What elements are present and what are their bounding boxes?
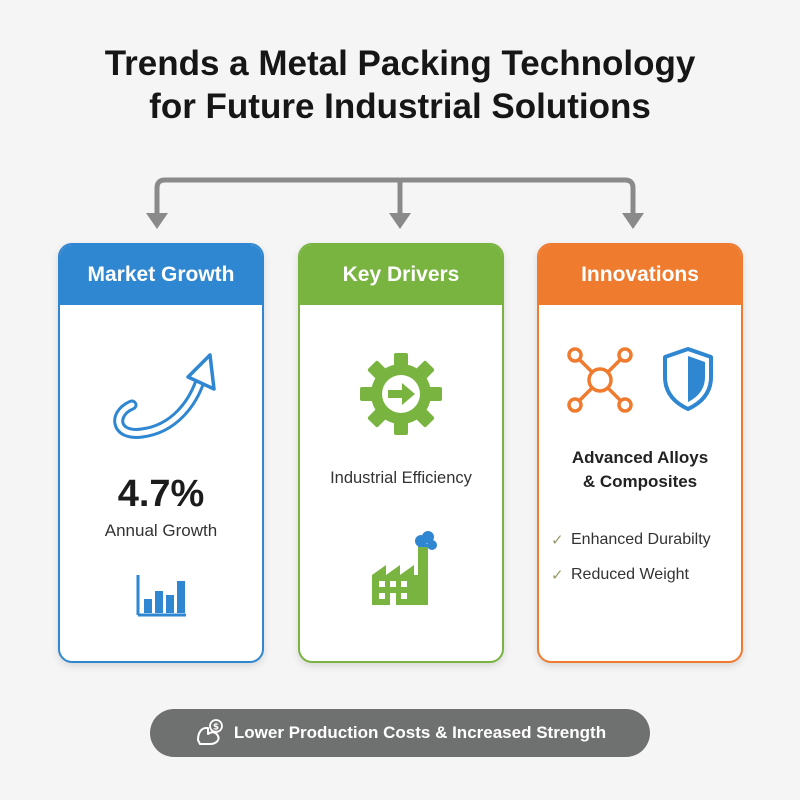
driver-label: Industrial Efficiency bbox=[330, 469, 472, 487]
curved-up-arrow-icon bbox=[113, 353, 216, 439]
card-header-key-drivers: Key Drivers bbox=[300, 245, 502, 305]
shield-icon bbox=[663, 347, 713, 411]
list-item: ✓ Reduced Weight bbox=[551, 566, 689, 584]
page-title: Trends a Metal Packing Technology for Fu… bbox=[0, 42, 800, 128]
card-header-market-growth: Market Growth bbox=[60, 245, 262, 305]
card-market-growth: Market Growth 4.7% Annual Growth bbox=[58, 243, 264, 663]
arrow-down-icon bbox=[622, 213, 644, 229]
list-item-label: Enhanced Durabilty bbox=[571, 531, 711, 548]
growth-stat-label: Annual Growth bbox=[104, 521, 218, 540]
checkmark-icon: ✓ bbox=[551, 532, 564, 549]
gear-arrow-icon bbox=[360, 353, 442, 435]
innovation-heading-line-2: & Composites bbox=[582, 472, 698, 491]
factory-icon bbox=[372, 531, 437, 605]
svg-text:$: $ bbox=[213, 723, 219, 733]
summary-pill: $ Lower Production Costs & Increased Str… bbox=[150, 709, 650, 757]
strength-money-icon: $ bbox=[196, 719, 223, 745]
checkmark-icon: ✓ bbox=[551, 567, 564, 584]
list-item: ✓ Enhanced Durabilty bbox=[551, 531, 711, 549]
card-key-drivers: Key Drivers Industrial Efficiency bbox=[298, 243, 504, 663]
title-line-2: for Future Industrial Solutions bbox=[149, 87, 651, 126]
innovation-heading-line-1: Advanced Alloys bbox=[571, 448, 709, 467]
growth-stat: 4.7% bbox=[117, 473, 205, 515]
bar-chart-icon bbox=[136, 575, 186, 617]
network-nodes-icon bbox=[567, 347, 633, 413]
title-line-1: Trends a Metal Packing Technology bbox=[104, 44, 696, 83]
card-innovations: Innovations Advanced Alloys & Composites bbox=[537, 243, 743, 663]
arrow-down-icon bbox=[146, 213, 168, 229]
innovation-heading: Advanced Alloys & Composites bbox=[539, 446, 741, 494]
summary-text: Lower Production Costs & Increased Stren… bbox=[233, 723, 607, 742]
list-item-label: Reduced Weight bbox=[571, 566, 689, 583]
card-header-innovations: Innovations bbox=[539, 245, 741, 305]
arrow-down-icon bbox=[389, 213, 411, 229]
